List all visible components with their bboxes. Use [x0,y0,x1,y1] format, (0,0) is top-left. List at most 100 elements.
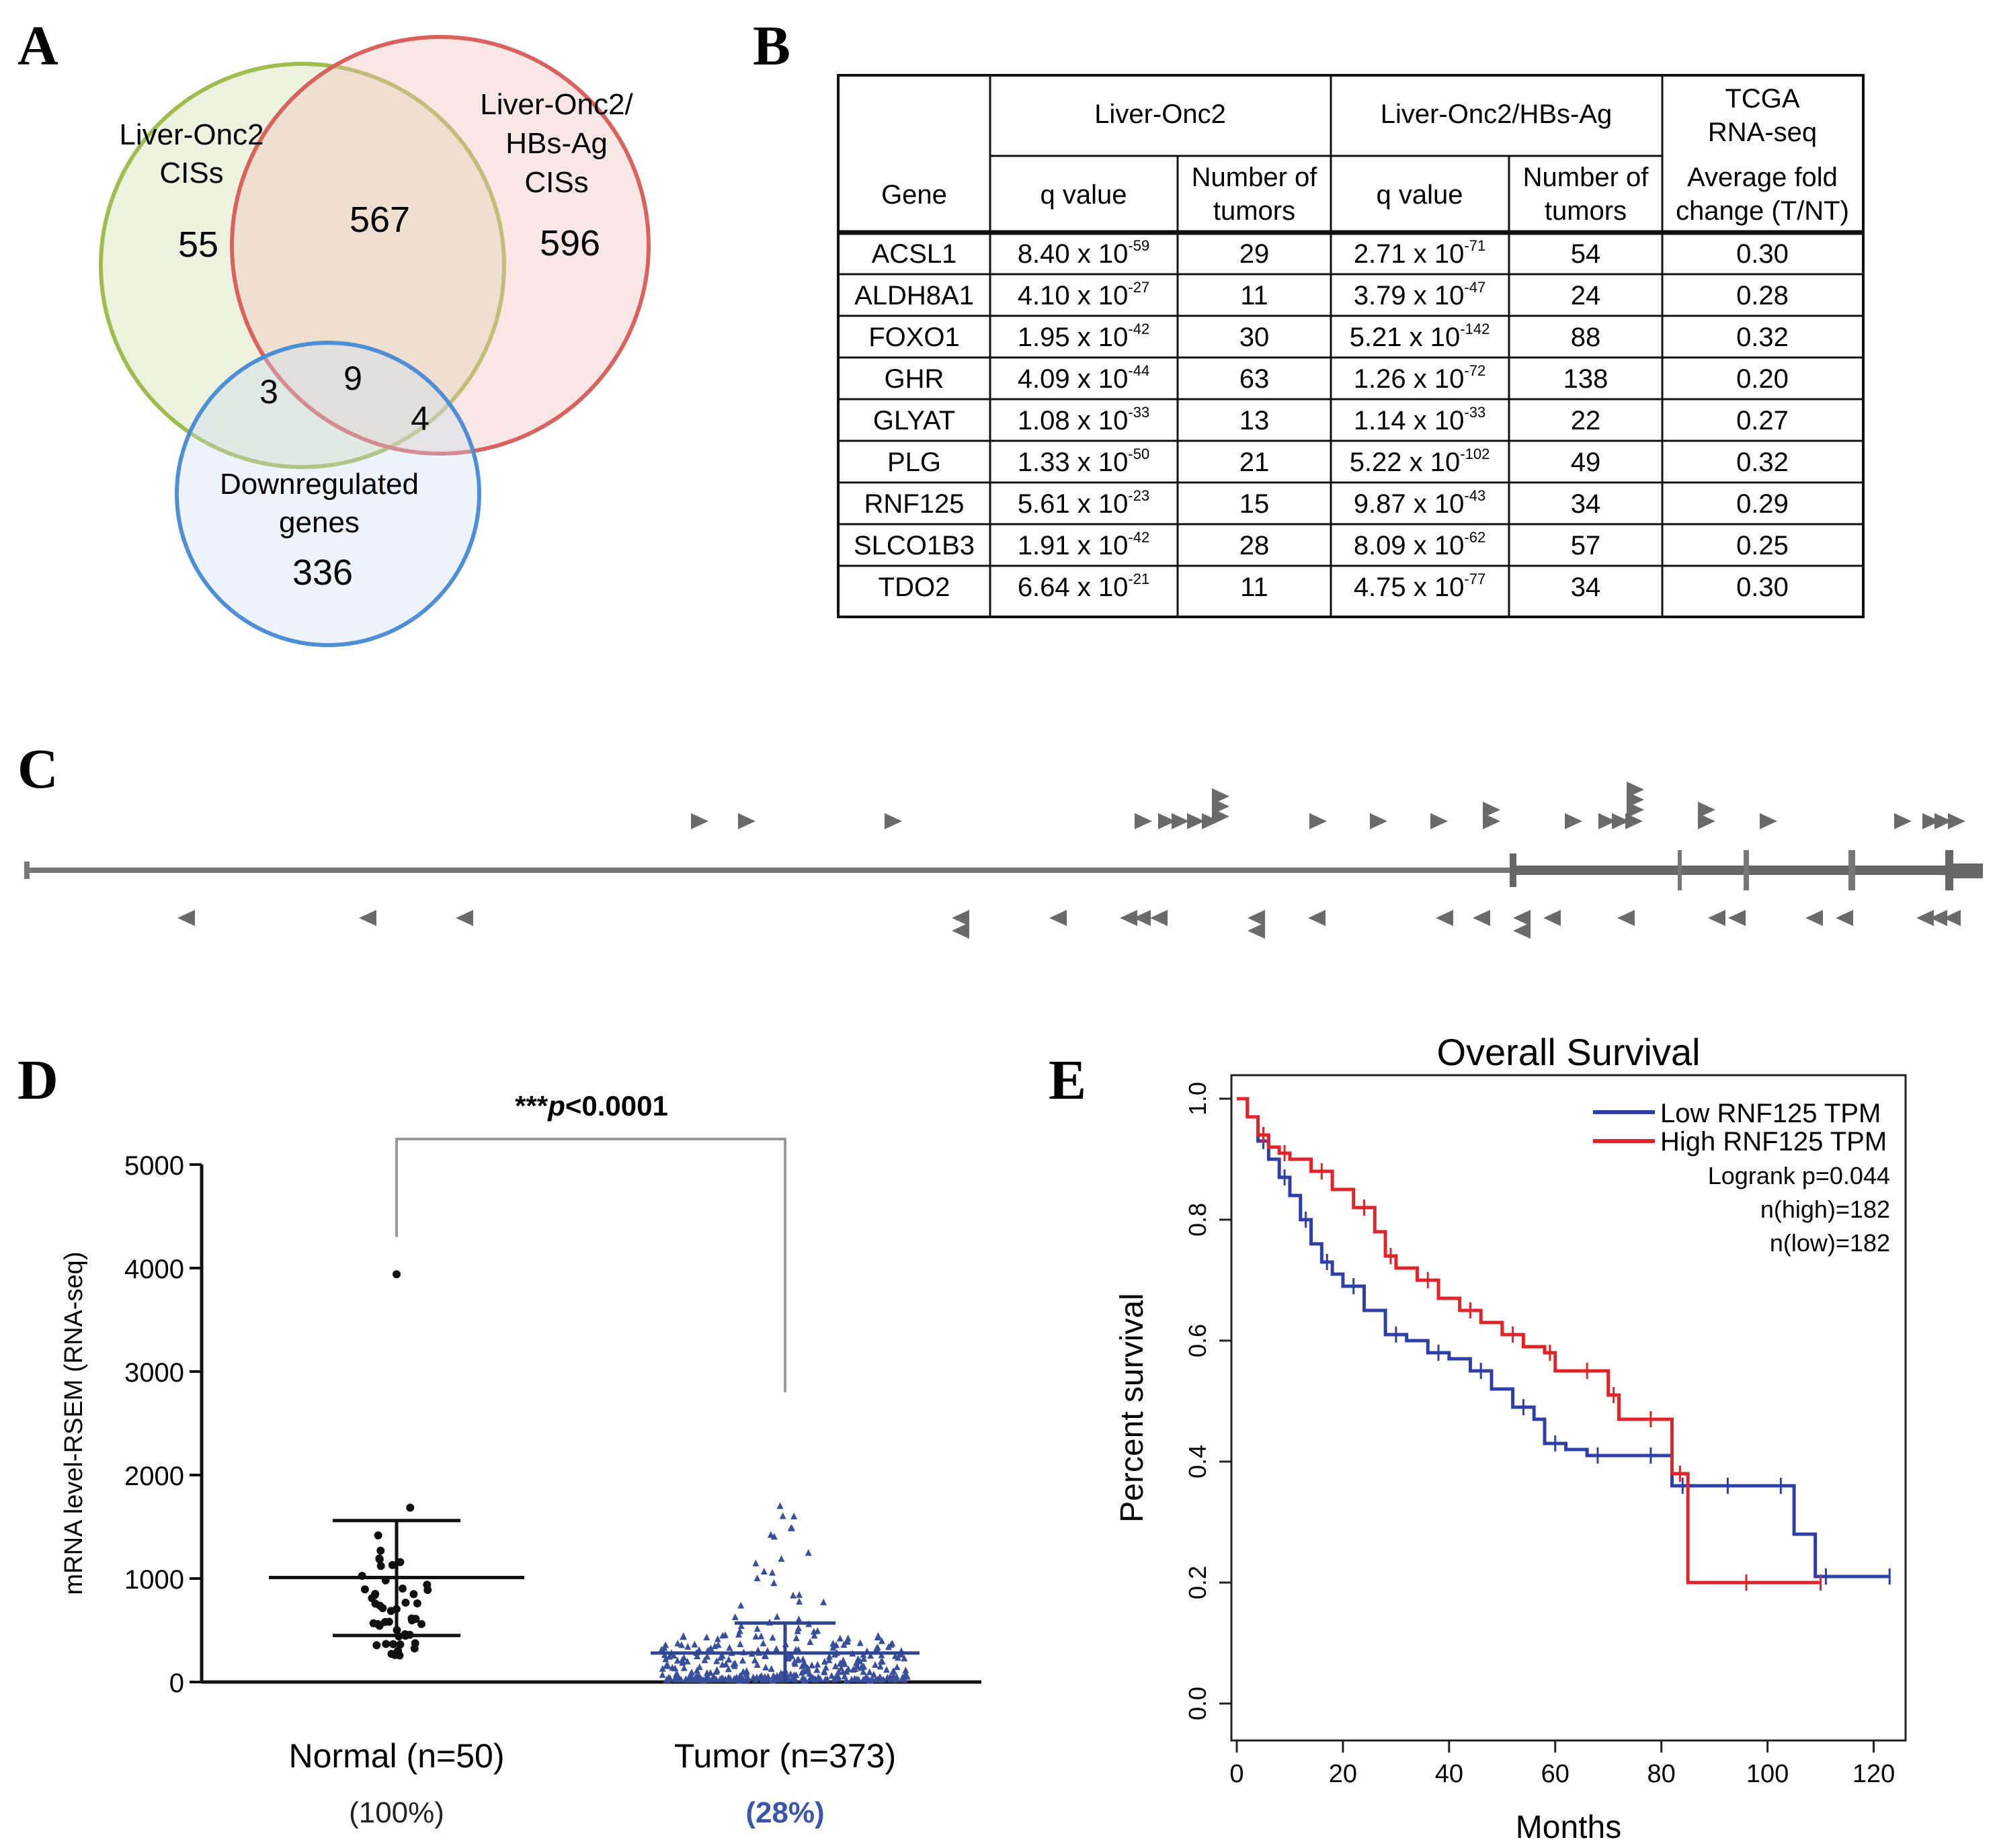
data-point-tumor [694,1674,702,1681]
insertion-forward-icon [1309,813,1327,829]
y-tick-label: 0.0 [1184,1687,1211,1720]
data-point-tumor [674,1639,682,1646]
insertion-map [24,782,1983,939]
table-cell-q1: 1.33 x 10-50 [1018,446,1149,477]
data-point-tumor [665,1675,672,1683]
x-category-percent: (28%) [745,1796,824,1829]
table-group-liver-onc2: Liver-Onc2 [1094,99,1226,129]
exon-tick [1510,853,1516,887]
table-cell-q2: 4.75 x 10-77 [1354,571,1485,602]
data-point-tumor [760,1568,768,1575]
data-point-normal [393,1270,401,1279]
data-point-tumor [796,1597,803,1605]
exon-tick [1678,850,1682,890]
data-point-tumor [743,1670,750,1677]
data-point-tumor [701,1656,708,1663]
table-row: SLCO1B3 1.91 x 10-42 28 8.09 x 10-62 57 0.25 [854,529,1789,560]
table-cell-q1: 4.10 x 10-27 [1018,279,1149,310]
insertion-forward-icon [1212,788,1229,804]
data-point-tumor [867,1652,874,1659]
insertion-reverse-icon [1049,910,1067,926]
data-point-tumor [806,1669,813,1677]
table-col-q2: q value [1377,180,1463,210]
y-tick-label: 1000 [124,1565,184,1595]
data-point-tumor [684,1642,692,1650]
data-point-tumor [737,1622,745,1630]
y-tick-label: 0 [169,1669,184,1698]
venn-circle-liver-onc2 [99,62,506,469]
data-point-tumor [879,1657,886,1665]
table-cell-fc: 0.32 [1736,323,1789,352]
insertion-reverse-icon [1916,910,1934,926]
y-axis-label: Percent survival [1114,1293,1150,1522]
exon-tick [1945,850,1953,890]
data-point-tumor [731,1613,739,1620]
data-point-tumor [725,1665,732,1673]
series-line-low [1237,1097,1890,1579]
data-point-tumor [832,1641,840,1648]
y-tick-label: 0.6 [1184,1324,1211,1357]
insertion-reverse-icon [1248,923,1265,939]
insertion-reverse-icon [1120,910,1137,926]
venn-label-green-2: CISs [159,157,223,190]
data-point-tumor [778,1555,785,1562]
table-cell-n1: 63 [1239,364,1270,394]
insertion-forward-icon [1625,813,1643,829]
insertion-reverse-icon [1150,910,1168,926]
venn-label-red-1: Liver-Onc2/ [480,88,633,121]
data-point-tumor [811,1632,818,1639]
data-point-tumor [770,1533,778,1540]
insertion-reverse-icon [456,910,473,926]
data-point-normal [417,1620,426,1628]
data-point-tumor [791,1658,799,1665]
insertion-forward-icon [1370,813,1387,829]
chart-e-survival: Overall Survival 0 20 40 60 80 100 120 0.0 0.2 0.4… [1114,1031,1907,1845]
data-point-tumor [794,1627,801,1634]
table-cell-gene: SLCO1B3 [854,531,975,560]
table-cell-fc: 0.29 [1736,489,1789,519]
data-point-tumor [662,1655,669,1663]
insertion-forward-icon [1565,813,1582,829]
x-tick-label: 0 [1229,1760,1244,1788]
table-col-n1-b: tumors [1213,196,1295,226]
table-cell-n2: 24 [1571,281,1601,310]
insertion-forward-icon [1598,813,1616,829]
data-point-tumor [741,1676,749,1683]
data-point-tumor [831,1675,838,1683]
data-point-normal [423,1581,432,1589]
data-point-tumor [843,1676,850,1683]
insertion-reverse-icon [952,923,969,939]
data-point-tumor [758,1632,765,1640]
series-line-high [1237,1097,1821,1585]
insertion-forward-icon [1948,813,1965,829]
data-point-tumor [856,1639,864,1646]
insertion-forward-icon [1430,813,1448,829]
table-cell-q1: 8.40 x 10-59 [1018,237,1149,269]
data-point-normal [382,1640,391,1648]
legend-n-low: n(low)=182 [1770,1229,1890,1257]
data-point-tumor [770,1673,778,1680]
table-row: FOXO1 1.95 x 10-42 30 5.21 x 10-142 88 0.32 [868,321,1789,352]
significance-annotation: ***p<0.0001 [515,1090,668,1122]
table-col-gene: Gene [881,180,947,210]
insertion-forward-icon [885,813,902,829]
insertion-forward-icon [1202,813,1219,829]
data-point-tumor [901,1654,908,1662]
table-cell-n1: 15 [1239,489,1270,519]
table-row: RNF125 5.61 x 10-23 15 9.87 x 10-43 34 0.29 [864,487,1789,519]
table-row: GLYAT 1.08 x 10-33 13 1.14 x 10-33 22 0.27 [873,404,1789,435]
legend-label-low: Low RNF125 TPM [1660,1099,1881,1128]
exon-tick [1744,850,1749,890]
data-point-tumor [787,1524,794,1531]
data-point-tumor [773,1645,780,1652]
table-cell-n1: 11 [1240,573,1268,602]
data-point-tumor [807,1638,814,1645]
table-cell-q1: 1.08 x 10-33 [1018,404,1149,435]
data-point-tumor [752,1632,760,1640]
data-point-tumor [835,1668,842,1675]
table-cell-n1: 30 [1239,323,1270,352]
table-cell-gene: ALDH8A1 [854,281,974,310]
data-point-tumor [866,1668,873,1675]
table-cell-n2: 54 [1571,239,1601,269]
